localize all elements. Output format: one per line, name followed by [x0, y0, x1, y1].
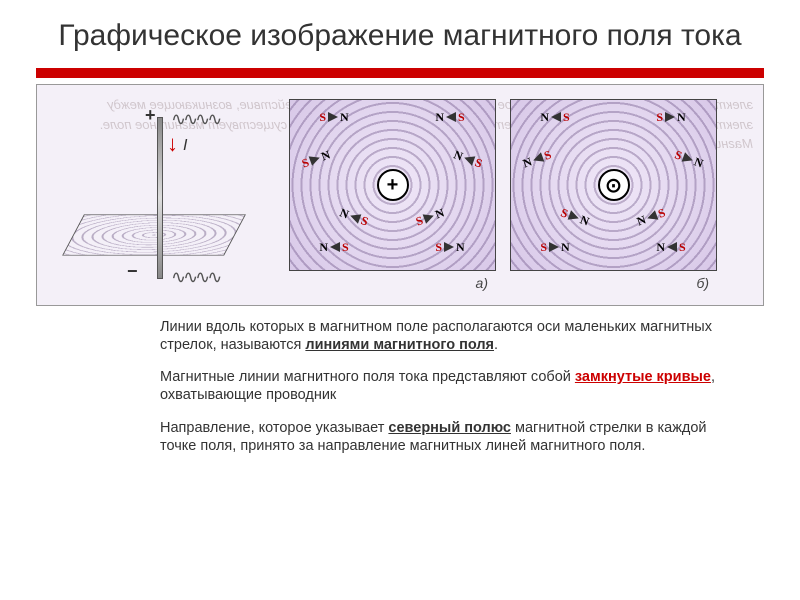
panel-b-wrapper: ⊙ NSSNNSSNSNNSSNNS б) — [510, 99, 717, 291]
current-label: I — [183, 137, 187, 155]
compass-needle: NS — [649, 238, 693, 256]
vertical-wire — [157, 117, 163, 279]
compass-needle: NS — [312, 238, 356, 256]
coil-top-icon: ∿∿∿∿ — [171, 109, 219, 130]
paragraph-1: Линии вдоль которых в магнитном поле рас… — [160, 318, 730, 354]
slide: Графическое изображение магнитного поля … — [0, 0, 800, 600]
compass-needle: SN — [649, 108, 693, 126]
coil-bottom-icon: ∿∿∿∿ — [171, 267, 219, 288]
panel-a-field-into-page: + SNNSSNNSNSSNNSSN — [289, 99, 496, 271]
plus-terminal: + — [145, 105, 156, 126]
title-underline — [36, 68, 764, 78]
p1-tail: . — [494, 337, 498, 353]
current-arrow-icon: ↓ — [167, 131, 178, 157]
panel-3d-wire-plane: ∿∿∿∿ + ↓ I − ∿∿∿∿ — [45, 95, 275, 295]
minus-terminal: − — [127, 261, 138, 282]
body-text: Линии вдоль которых в магнитном поле рас… — [0, 306, 800, 455]
horizontal-plane — [62, 214, 246, 255]
figure-container: электрических зарядов. Электриче- ское в… — [36, 84, 764, 306]
compass-needle: NS — [533, 108, 577, 126]
current-into-page-icon: + — [377, 169, 409, 201]
compass-needle: NS — [428, 108, 472, 126]
term-field-lines: линиями магнитного поля — [305, 337, 494, 353]
paragraph-2: Магнитные линии магнитного поля тока пре… — [160, 368, 730, 404]
paragraph-3: Направление, которое указывает северный … — [160, 419, 730, 455]
term-north-pole: северный полюс — [388, 420, 511, 436]
panel-b-field-out-of-page: ⊙ NSSNNSSNSNNSSNNS — [510, 99, 717, 271]
p2-text: Магнитные линии магнитного поля тока пре… — [160, 369, 575, 385]
figure-panels: ∿∿∿∿ + ↓ I − ∿∿∿∿ + SN NS SN NS NS SN NS SN а) — [45, 93, 755, 297]
caption-b: б) — [510, 275, 717, 291]
panel-a-wrapper: + SNNSSNNSNSSNNSSN а) — [289, 99, 496, 291]
page-title: Графическое изображение магнитного поля … — [0, 0, 800, 62]
p3-text: Направление, которое указывает — [160, 420, 388, 436]
compass-needle: SN — [312, 108, 356, 126]
compass-needle: SN — [428, 238, 472, 256]
term-closed-curves: замкнутые кривые — [575, 369, 711, 385]
current-out-of-page-icon: ⊙ — [598, 169, 630, 201]
caption-a: а) — [289, 275, 496, 291]
compass-needle: SN — [533, 238, 577, 256]
